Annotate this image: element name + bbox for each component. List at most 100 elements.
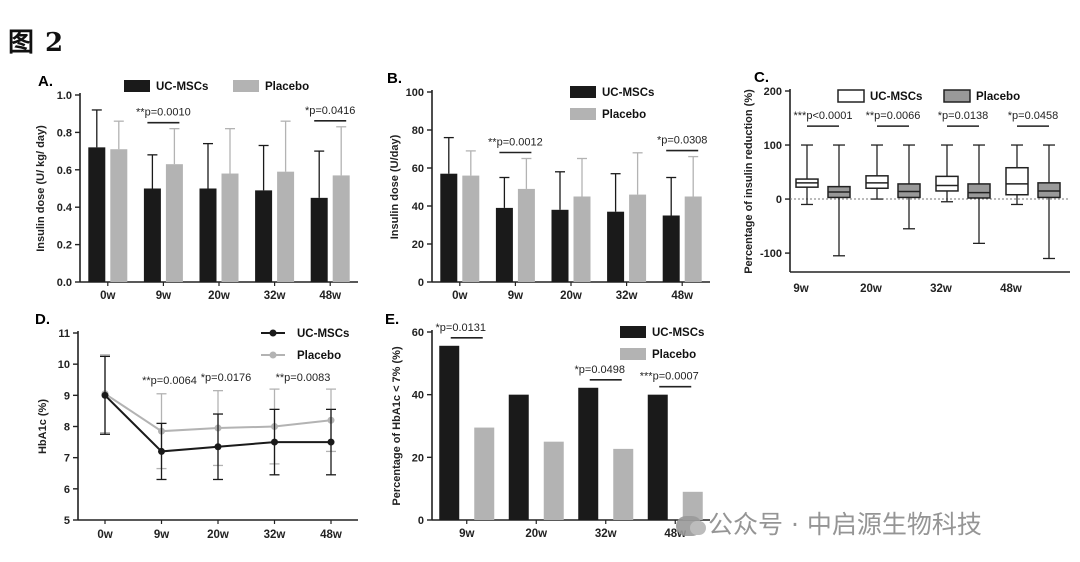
bar — [277, 171, 295, 282]
bar — [143, 188, 161, 282]
bar — [439, 345, 460, 520]
bar — [462, 175, 480, 282]
y-axis-label: Percentage of insulin reduction (%) — [743, 89, 755, 274]
legend-marker — [269, 351, 277, 359]
legend-swatch — [837, 89, 865, 103]
legend-swatch — [943, 89, 971, 103]
bar — [255, 190, 273, 282]
y-tick-label: 0 — [776, 194, 782, 206]
bar — [199, 188, 217, 282]
legend-swatch — [620, 326, 646, 338]
legend-label: Placebo — [265, 81, 309, 93]
p-value-annotation: **p=0.0066 — [866, 110, 921, 122]
box — [1005, 166, 1029, 196]
bar — [629, 194, 647, 282]
y-tick-label: 6 — [64, 484, 70, 496]
y-tick-label: -100 — [760, 248, 782, 260]
bar — [682, 491, 703, 520]
y-tick-label: 10 — [58, 359, 70, 371]
bar — [613, 448, 634, 520]
y-tick-label: 100 — [764, 140, 782, 152]
bar — [495, 207, 513, 282]
bar — [332, 175, 350, 282]
y-tick-label: 0.8 — [57, 127, 72, 139]
x-tick-label: 48w — [320, 529, 342, 541]
y-tick-label: 0.2 — [57, 240, 72, 252]
x-tick-label: 20w — [560, 290, 582, 302]
bar — [517, 188, 535, 282]
p-value-annotation: ***p<0.0001 — [793, 110, 852, 122]
bar — [440, 173, 458, 282]
panel-c: -100 0 100 200 Percentage of insulin reducti… — [743, 69, 1070, 295]
box — [865, 175, 889, 190]
p-value-annotation: **p=0.0083 — [276, 372, 331, 384]
legend-label: Placebo — [976, 91, 1020, 103]
bar — [647, 394, 668, 520]
x-tick-label: 48w — [1000, 283, 1022, 295]
x-tick-label: 9w — [156, 290, 171, 302]
legend-label: UC-MSCs — [602, 87, 654, 99]
y-tick-label: 20 — [412, 239, 424, 251]
legend-label: UC-MSCs — [870, 91, 922, 103]
box — [1037, 182, 1061, 199]
bar — [543, 441, 564, 520]
bar — [474, 427, 495, 520]
bar — [310, 197, 328, 282]
legend-swatch — [570, 86, 596, 98]
box — [935, 175, 959, 192]
bar — [165, 164, 183, 282]
bar — [578, 387, 599, 520]
x-tick-label: 32w — [264, 529, 286, 541]
legend-label: UC-MSCs — [652, 327, 704, 339]
p-value-annotation: **p=0.0010 — [136, 107, 191, 119]
wechat-icon — [676, 516, 706, 536]
p-value-annotation: *p=0.0176 — [201, 372, 251, 384]
x-tick-label: 32w — [264, 290, 286, 302]
y-tick-label: 8 — [64, 422, 70, 434]
p-value-annotation: **p=0.0012 — [488, 137, 543, 149]
legend-label: Placebo — [652, 349, 696, 361]
x-tick-label: 9w — [459, 528, 474, 540]
y-tick-label: 80 — [412, 125, 424, 137]
y-axis-label: HbA1c (%) — [37, 399, 49, 454]
legend-swatch — [570, 108, 596, 120]
data-point — [214, 443, 222, 451]
panel-letter: B. — [387, 70, 402, 87]
watermark-text: 公众号 · 中启源生物科技 — [708, 510, 982, 539]
x-tick-label: 20w — [525, 528, 547, 540]
legend-swatch — [620, 348, 646, 360]
y-tick-label: 1.0 — [57, 90, 72, 102]
box — [967, 183, 991, 199]
x-tick-label: 20w — [207, 529, 229, 541]
p-value-annotation: *p=0.0498 — [575, 364, 625, 376]
x-tick-label: 48w — [671, 290, 693, 302]
y-axis-label: Insulin dose (U/ kg/ day) — [35, 125, 47, 252]
p-value-annotation: **p=0.0064 — [142, 375, 197, 387]
bar — [607, 211, 625, 282]
watermark: 公众号 · 中启源生物科技 — [676, 505, 982, 541]
p-value-annotation: *p=0.0138 — [938, 110, 988, 122]
data-point — [158, 447, 165, 455]
data-point — [271, 438, 278, 446]
p-value-annotation: *p=0.0308 — [657, 135, 707, 147]
x-tick-label: 0w — [452, 290, 467, 302]
bar — [551, 209, 569, 282]
y-tick-label: 60 — [412, 327, 424, 339]
y-tick-label: 40 — [412, 201, 424, 213]
legend-label: UC-MSCs — [297, 328, 349, 340]
p-value-annotation: *p=0.0131 — [436, 322, 486, 334]
data-point — [101, 391, 109, 399]
legend-label: UC-MSCs — [156, 81, 208, 93]
y-tick-label: 0.0 — [57, 277, 72, 289]
legend-swatch — [124, 80, 150, 92]
x-tick-label: 32w — [595, 528, 617, 540]
y-tick-label: 40 — [412, 390, 424, 402]
y-tick-label: 7 — [64, 453, 70, 465]
p-value-annotation: *p=0.0458 — [1008, 110, 1058, 122]
panel-a: 0.0 0.2 0.4 0.6 0.8 1.0 Insulin dose (U/ kg/ d… — [35, 73, 358, 302]
x-tick-label: 0w — [100, 290, 115, 302]
p-value-annotation: *p=0.0416 — [305, 105, 355, 117]
panel-letter: D. — [35, 311, 50, 328]
y-tick-label: 11 — [58, 328, 70, 340]
y-axis-label: Percentage of HbA1c < 7% (%) — [391, 346, 403, 506]
